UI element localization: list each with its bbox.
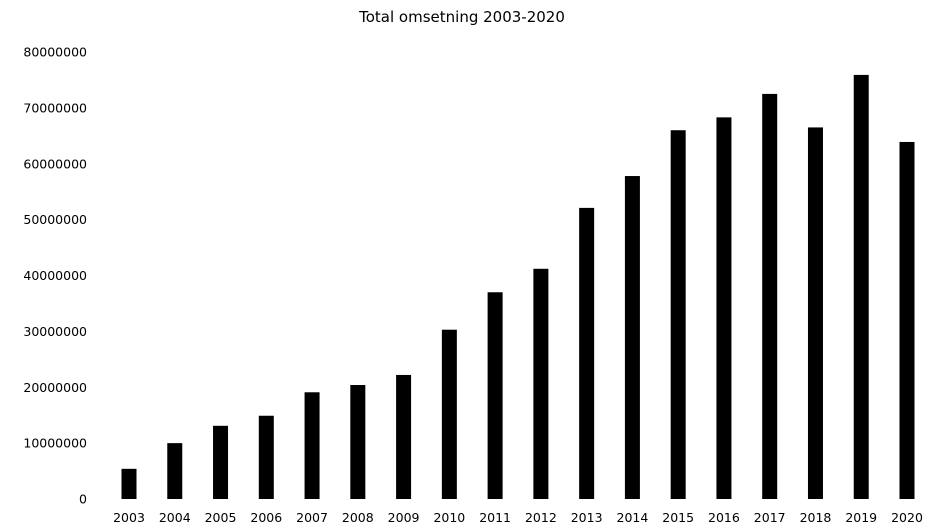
bar-2007 xyxy=(304,392,320,499)
x-tick-label: 2008 xyxy=(342,510,374,525)
y-tick-label: 10000000 xyxy=(23,436,87,451)
x-tick-label: 2013 xyxy=(571,510,603,525)
bar-2017 xyxy=(762,93,778,499)
x-tick-label: 2017 xyxy=(754,510,786,525)
bar-2018 xyxy=(807,127,823,500)
bar-2019 xyxy=(853,74,869,499)
x-tick-label: 2003 xyxy=(113,510,145,525)
y-tick-label: 50000000 xyxy=(23,212,87,227)
x-tick-label: 2009 xyxy=(388,510,420,525)
bar-2020 xyxy=(899,141,915,500)
bar-2016 xyxy=(716,117,732,499)
bar-2006 xyxy=(258,415,274,499)
x-tick-label: 2016 xyxy=(708,510,740,525)
x-tick-label: 2020 xyxy=(891,510,923,525)
bar-2003 xyxy=(121,468,137,499)
bar-2013 xyxy=(579,207,595,500)
bar-2014 xyxy=(624,176,640,500)
y-tick-label: 60000000 xyxy=(23,156,87,171)
x-tick-label: 2010 xyxy=(433,510,465,525)
x-tick-label: 2014 xyxy=(617,510,649,525)
x-tick-label: 2006 xyxy=(250,510,282,525)
chart-title: Total omsetning 2003-2020 xyxy=(358,8,565,26)
y-tick-label: 80000000 xyxy=(23,45,87,60)
bar-2004 xyxy=(167,443,183,499)
x-axis: 2003 2004 2005 2006 2007 2008 2009 2010 2011 2012… xyxy=(113,510,923,525)
y-tick-label: 30000000 xyxy=(23,324,87,339)
x-tick-label: 2011 xyxy=(479,510,511,525)
bars xyxy=(121,74,915,500)
x-tick-label: 2015 xyxy=(662,510,694,525)
x-tick-label: 2007 xyxy=(296,510,328,525)
bar-2009 xyxy=(396,374,412,499)
y-axis: 0 10000000 20000000 30000000 40000000 5000000… xyxy=(23,45,87,507)
y-tick-label: 0 xyxy=(79,492,87,507)
x-tick-label: 2018 xyxy=(800,510,832,525)
bar-2015 xyxy=(670,130,686,499)
x-tick-label: 2005 xyxy=(205,510,237,525)
x-tick-label: 2004 xyxy=(159,510,191,525)
y-tick-label: 40000000 xyxy=(23,268,87,283)
x-tick-label: 2019 xyxy=(845,510,877,525)
x-tick-label: 2012 xyxy=(525,510,557,525)
bar-2008 xyxy=(350,385,366,499)
bar-2010 xyxy=(441,329,457,499)
y-tick-label: 70000000 xyxy=(23,100,87,115)
y-tick-label: 20000000 xyxy=(23,380,87,395)
bar-2005 xyxy=(213,425,229,499)
bar-2011 xyxy=(487,292,503,499)
bar-2012 xyxy=(533,268,549,499)
